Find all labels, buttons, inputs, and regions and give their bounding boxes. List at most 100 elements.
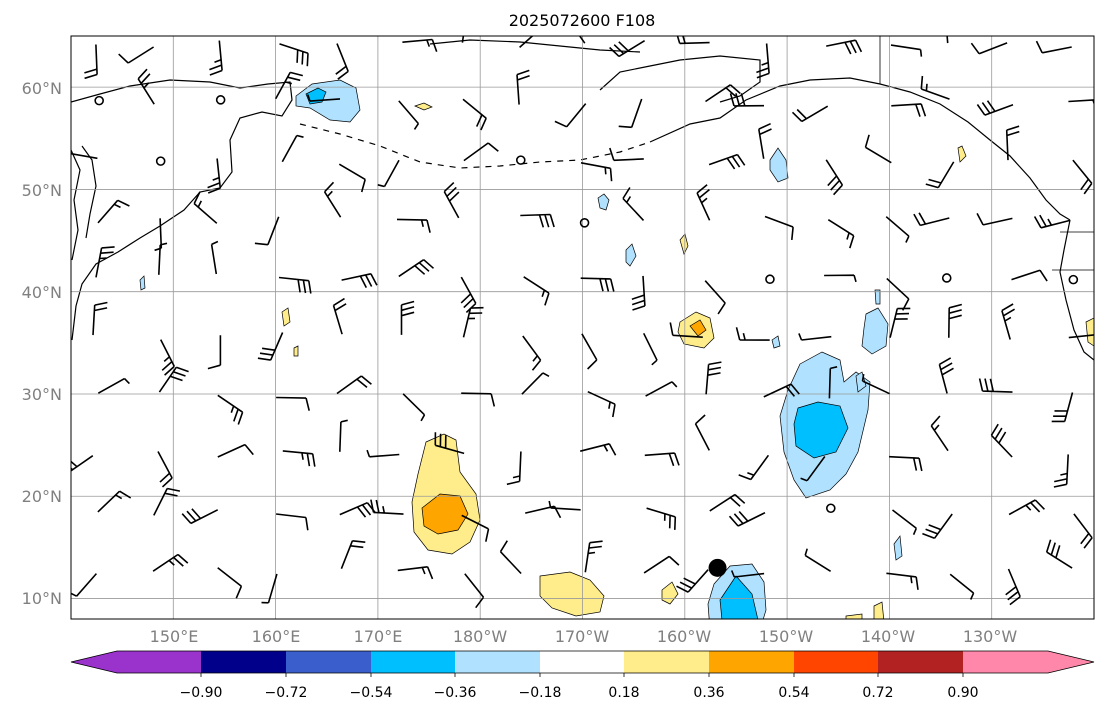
negative-anomaly-spot <box>855 371 867 393</box>
wind-barb <box>159 339 176 376</box>
north-america-west-coast <box>1059 219 1094 361</box>
wind-barb <box>462 98 487 131</box>
lon-label: 160°W <box>657 627 712 646</box>
wind-barb <box>1033 214 1071 229</box>
positive-anomaly-spot <box>957 145 967 163</box>
wind-barb <box>827 219 855 249</box>
wind-barb <box>71 152 98 160</box>
colorbar-extend-max <box>1048 651 1094 673</box>
wind-barb <box>97 490 132 513</box>
wind-barb <box>94 95 104 106</box>
wind-barb <box>708 153 746 170</box>
wind-barb <box>800 456 826 482</box>
positive-anomaly-spot <box>414 102 433 111</box>
wind-barb <box>824 274 857 283</box>
wind-barb <box>889 455 923 472</box>
wind-barb <box>335 43 349 80</box>
wind-barb <box>730 570 765 578</box>
wind-barb <box>704 280 726 315</box>
wind-barb <box>1053 454 1069 488</box>
wind-barb <box>339 501 377 518</box>
wind-barb <box>157 451 173 488</box>
lon-label: 150°E <box>150 627 199 646</box>
wind-barb <box>71 455 94 472</box>
positive-anomaly-spot <box>679 233 689 255</box>
sakhalin-coastline <box>81 145 97 239</box>
wind-barb <box>948 303 963 338</box>
wind-barb <box>278 276 312 294</box>
lat-label: 30°N <box>22 385 62 404</box>
wind-barb <box>826 39 863 55</box>
wind-barb <box>946 36 949 44</box>
wind-barb <box>756 43 770 79</box>
wind-barb <box>181 508 219 525</box>
wind-barb <box>276 396 310 411</box>
colorbar-labels: −0.90 −0.72 −0.54 −0.36 −0.18 0.18 0.36 … <box>180 685 979 701</box>
wind-barb <box>889 307 911 338</box>
positive-anomaly-spot <box>281 307 291 327</box>
wind-barb <box>930 415 949 452</box>
wind-barb <box>758 122 772 159</box>
wind-barb <box>377 159 400 188</box>
wind-barb <box>97 199 130 224</box>
wind-barb <box>210 240 219 275</box>
wind-barb <box>913 212 950 227</box>
wind-barb <box>949 573 975 600</box>
wind-barb <box>864 134 892 164</box>
asia-coastline <box>71 79 293 341</box>
wind-barb <box>578 36 586 44</box>
wind-barb <box>705 84 741 103</box>
colorbar-segment <box>963 651 1049 673</box>
wind-barb <box>618 98 643 129</box>
wind-barb <box>644 452 680 467</box>
wind-barb <box>976 213 1013 226</box>
wind-barb <box>274 71 303 100</box>
lat-label: 10°N <box>22 589 62 608</box>
wind-barb <box>520 213 555 228</box>
lon-label: 150°W <box>759 627 814 646</box>
negative-anomaly-region <box>861 307 889 355</box>
negative-anomaly-core <box>793 401 849 459</box>
wind-barb <box>694 414 711 451</box>
wind-barb <box>669 322 703 338</box>
colorbar-segment <box>371 651 456 673</box>
latitude-labels: 60°N 50°N 40°N 30°N 20°N 10°N <box>22 79 62 608</box>
wind-barb <box>515 155 526 165</box>
wind-barb <box>506 451 522 486</box>
wind-barb <box>1045 539 1073 569</box>
wind-barb <box>580 162 613 182</box>
wind-barb <box>645 381 678 397</box>
wind-barb <box>118 46 155 64</box>
wind-barb <box>554 103 587 128</box>
colorbar-outline <box>70 650 1095 674</box>
wind-barb <box>1068 274 1079 285</box>
negative-anomaly-spot <box>769 147 789 183</box>
wind-barb <box>215 95 226 105</box>
colorbar-segment <box>117 651 202 673</box>
wind-barb <box>584 540 603 573</box>
wind-barb <box>462 306 484 338</box>
colorbar-tick-label: −0.90 <box>180 685 223 701</box>
colorbar-tick-label: −0.72 <box>265 685 308 701</box>
wind-barb <box>676 36 710 45</box>
wind-barb <box>886 572 919 590</box>
lon-label: 140°W <box>861 627 916 646</box>
wind-barb <box>938 357 954 394</box>
wind-barb <box>1005 568 1021 606</box>
wind-barb <box>804 548 832 572</box>
wind-barb <box>890 44 923 57</box>
positive-anomaly-region <box>539 571 605 617</box>
wind-barb <box>581 333 598 370</box>
wind-barb <box>323 181 342 218</box>
wind-barb <box>1001 303 1016 340</box>
wind-barb <box>516 69 530 105</box>
wind-barb <box>398 100 420 130</box>
wind-barb <box>729 93 765 107</box>
wind-barb <box>828 366 838 399</box>
anomaly-fill-layer <box>139 79 1094 619</box>
wind-barb <box>976 100 1014 116</box>
wind-barb <box>1035 40 1072 54</box>
wind-barb <box>155 156 166 166</box>
wind-barb <box>71 573 98 597</box>
